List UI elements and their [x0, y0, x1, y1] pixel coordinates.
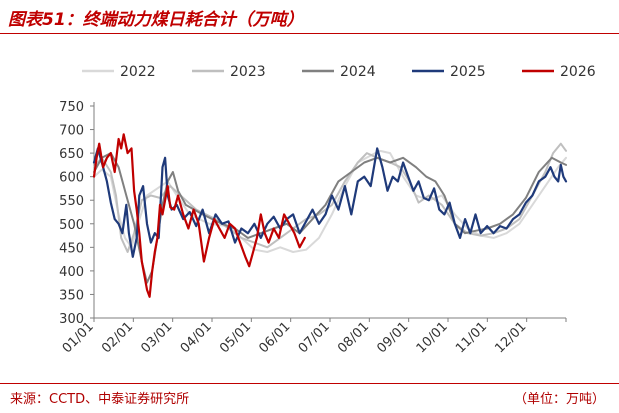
figure-title: 图表51：终端动力煤日耗合计（万吨）: [8, 10, 304, 30]
y-tick-label: 500: [59, 218, 84, 233]
series-line-2024: [93, 152, 567, 284]
y-tick-label: 700: [59, 124, 84, 139]
x-axis: 01/01 02/01 03/01 04/01 05/01 06/01 07/01 08/01…: [60, 317, 567, 356]
y-tick-label: 750: [59, 100, 84, 115]
x-tick-label: 08/01: [335, 319, 372, 356]
footer-divider: [0, 383, 619, 384]
source-note: 来源：CCTD、中泰证券研究所: [10, 392, 190, 407]
legend-label-2026: 2026: [560, 64, 596, 80]
legend-label-2022: 2022: [120, 64, 156, 80]
x-tick-label: 06/01: [256, 319, 293, 356]
chart-legend: 2022 2023 2024 2025 2026: [82, 64, 596, 80]
title-divider: [0, 33, 619, 34]
y-axis: 300 350 400 450 500 550 600 650 700 750: [59, 100, 95, 327]
unit-note: （单位：万吨）: [513, 392, 605, 407]
legend-label-2024: 2024: [340, 64, 376, 80]
series-line-2023: [93, 142, 567, 253]
y-tick-label: 550: [59, 194, 84, 209]
x-tick-label: 05/01: [217, 319, 254, 356]
x-tick-label: 11/01: [453, 319, 490, 356]
x-tick-label: 03/01: [138, 319, 175, 356]
x-tick-label: 09/01: [374, 319, 411, 356]
x-tick-label: 10/01: [414, 319, 451, 356]
y-tick-label: 400: [59, 265, 84, 280]
legend-label-2025: 2025: [450, 64, 486, 80]
series-lines: [92, 133, 568, 298]
y-tick-label: 600: [59, 171, 84, 186]
x-tick-label: 12/01: [492, 319, 529, 356]
y-tick-label: 300: [59, 312, 84, 327]
legend-label-2023: 2023: [230, 64, 266, 80]
y-tick-label: 450: [59, 241, 84, 256]
x-tick-label: 07/01: [296, 319, 333, 356]
x-tick-label: 02/01: [99, 319, 136, 356]
y-tick-label: 650: [59, 147, 84, 162]
x-tick-label: 04/01: [178, 319, 215, 356]
y-tick-label: 350: [59, 288, 84, 303]
series-line-2026: [92, 133, 306, 298]
series-line-2025: [92, 147, 568, 258]
